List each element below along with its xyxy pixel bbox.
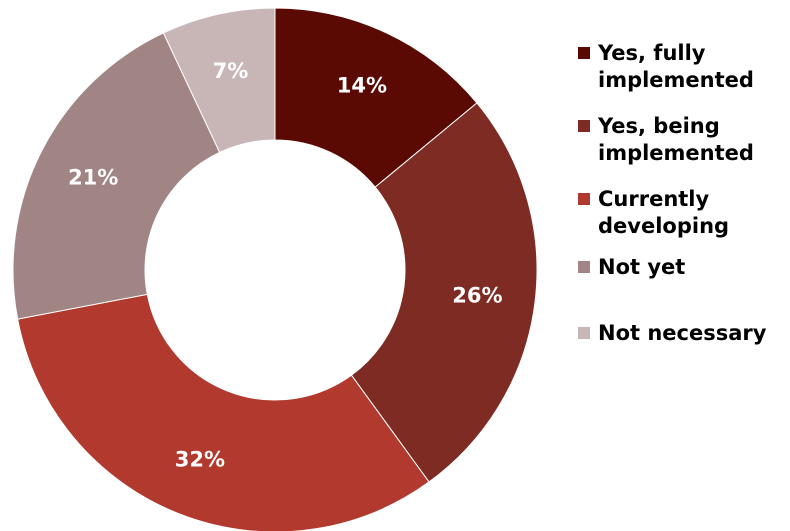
legend-item-not-necessary: Not necessary xyxy=(578,320,780,347)
slice-label-yes-fully-implemented: 14% xyxy=(337,73,387,97)
legend-item-yes-fully-implemented: Yes, fully implemented xyxy=(578,40,780,94)
legend-swatch xyxy=(578,193,590,205)
slice-not-yet xyxy=(12,32,221,320)
legend-label: Not necessary xyxy=(598,321,767,345)
legend-label: Yes, fully implemented xyxy=(598,41,754,92)
legend-item-currently-developing: Currently developing xyxy=(578,186,780,240)
slice-yes-being-implemented xyxy=(350,102,538,483)
slice-yes-fully-implemented xyxy=(274,7,478,188)
donut-slices xyxy=(12,7,538,531)
slice-not-necessary xyxy=(162,7,276,154)
legend-swatch xyxy=(578,47,590,59)
slice-label-currently-developing: 32% xyxy=(175,448,225,472)
legend-label: Currently developing xyxy=(598,187,730,238)
legend-swatch xyxy=(578,327,590,339)
legend-label: Yes, being implemented xyxy=(598,114,754,165)
legend-item-yes-being-implemented: Yes, being implemented xyxy=(578,113,780,167)
legend-swatch xyxy=(578,120,590,132)
slice-currently-developing xyxy=(17,293,430,531)
slice-label-not-yet: 21% xyxy=(68,165,118,189)
slice-label-not-necessary: 7% xyxy=(213,59,249,83)
legend-swatch xyxy=(578,261,590,273)
legend-label: Not yet xyxy=(598,255,686,279)
legend-item-not-yet: Not yet xyxy=(578,254,780,281)
slice-label-yes-being-implemented: 26% xyxy=(452,284,502,308)
slice-labels: 14% 26% 32% 21% 7% xyxy=(68,59,502,472)
